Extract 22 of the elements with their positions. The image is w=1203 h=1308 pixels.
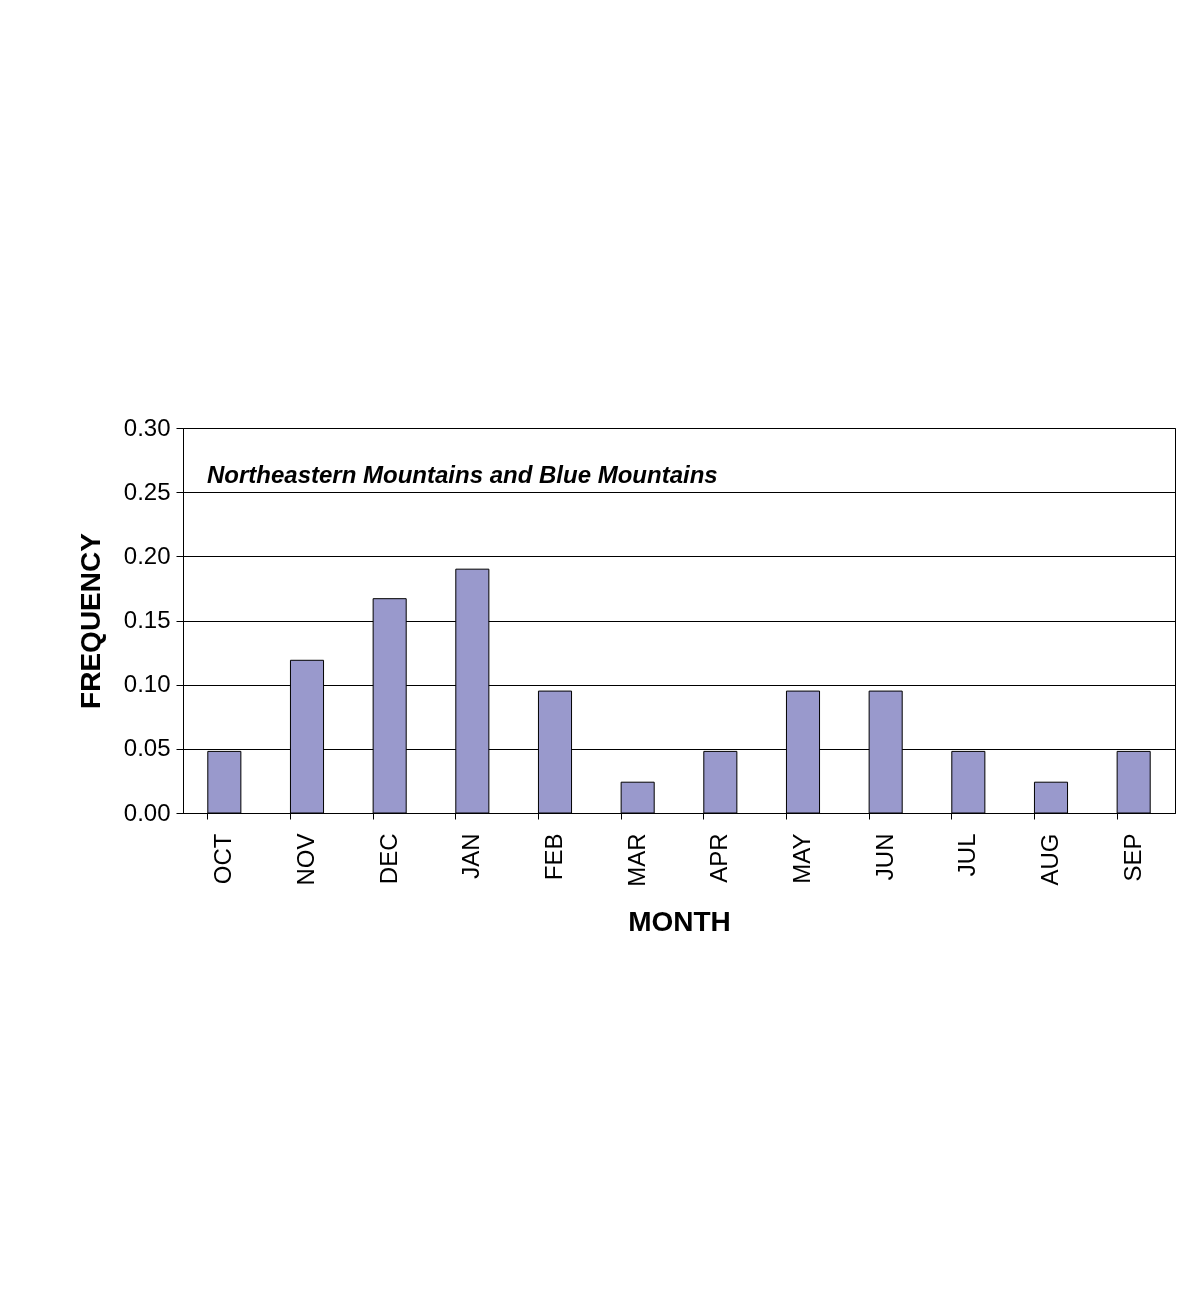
x-tick-label: APR xyxy=(705,833,733,883)
y-tick-label: 0.20 xyxy=(123,541,171,569)
x-tick-label: JAN xyxy=(457,833,485,879)
y-tick-label: 0.30 xyxy=(123,413,171,441)
x-axis-title: MONTH xyxy=(628,905,731,937)
x-tick-label: DEC xyxy=(374,833,402,885)
x-tick-label: JUN xyxy=(870,833,898,881)
y-tick-label: 0.25 xyxy=(123,477,171,505)
x-tick-label: AUG xyxy=(1036,833,1063,886)
y-tick-label: 0.15 xyxy=(123,606,171,633)
x-tick-label: OCT xyxy=(209,833,237,885)
y-tick-label: 0.05 xyxy=(123,734,171,762)
y-tick-label: 0.00 xyxy=(123,798,171,826)
x-tick-label: NOV xyxy=(292,833,319,886)
x-tick-label: SEP xyxy=(1118,833,1146,882)
text: Northeastern Mountains and Blue Mountains xyxy=(207,461,718,488)
x-tick-label: MAR xyxy=(622,833,650,887)
x-tick-label: FEB xyxy=(540,833,567,881)
x-tick-label: MAY xyxy=(788,833,815,884)
y-axis-title: FREQUENCY xyxy=(74,532,106,709)
y-tick-label: 0.10 xyxy=(123,670,171,698)
x-tick-label: JUL xyxy=(953,833,981,877)
